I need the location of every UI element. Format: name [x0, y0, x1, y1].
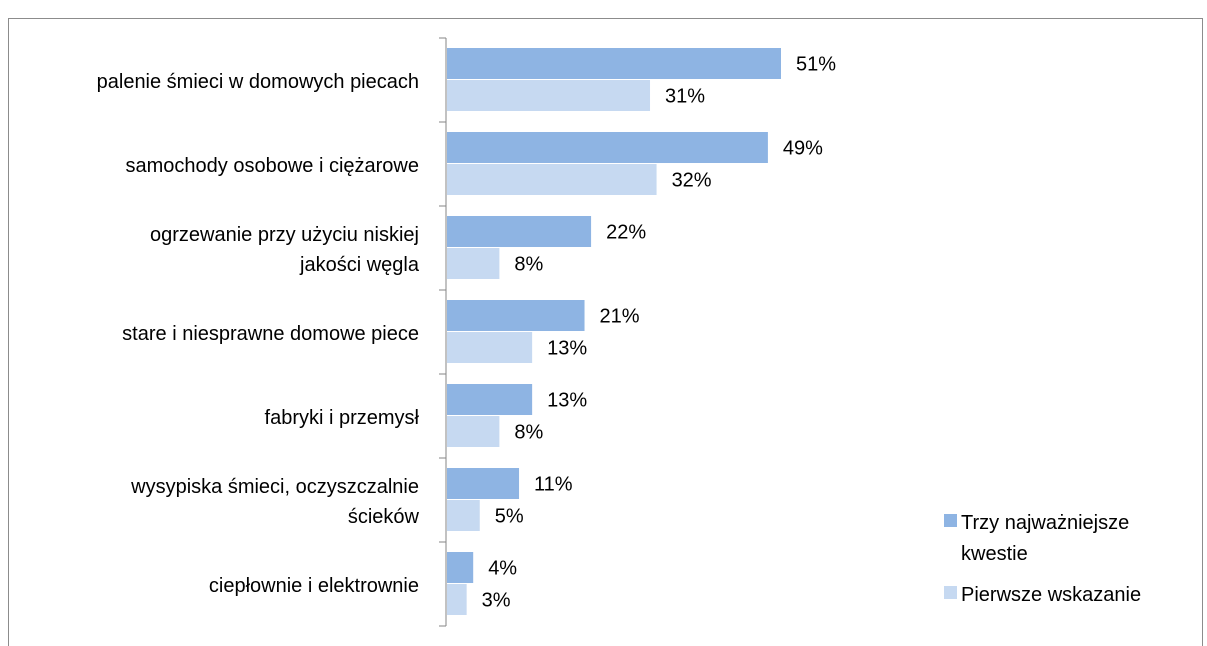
bar-top-three: [447, 384, 533, 415]
bar-top-three: [447, 48, 781, 79]
category-label: jakości węgla: [299, 254, 420, 276]
data-label: 13%: [547, 390, 587, 412]
data-label: 32%: [672, 170, 712, 192]
data-label: 21%: [600, 306, 640, 328]
data-label: 5%: [495, 506, 524, 528]
bar-first-choice: [447, 416, 500, 447]
category-label: wysypiska śmieci, oczyszczalnie: [130, 476, 419, 498]
category-label: ciepłownie i elektrownie: [209, 575, 419, 597]
data-label: 49%: [783, 138, 823, 160]
bar-first-choice: [447, 500, 480, 531]
legend-swatch-first-choice: [944, 586, 957, 599]
chart-frame: [8, 18, 1203, 646]
bar-first-choice: [447, 584, 467, 615]
bar-first-choice: [447, 248, 500, 279]
bar-top-three: [447, 552, 474, 583]
bar-top-three: [447, 300, 585, 331]
legend-swatch-top-three: [944, 514, 957, 527]
bar-first-choice: [447, 80, 651, 111]
data-label: 4%: [488, 558, 517, 580]
category-label: fabryki i przemysł: [265, 407, 420, 429]
data-label: 31%: [665, 86, 705, 108]
data-label: 8%: [514, 254, 543, 276]
bar-top-three: [447, 468, 520, 499]
legend-label: Pierwsze wskazanie: [961, 584, 1141, 606]
data-label: 11%: [534, 474, 573, 496]
category-label: stare i niesprawne domowe piece: [122, 323, 419, 345]
legend-label: Trzy najważniejsze: [961, 512, 1129, 534]
data-label: 51%: [796, 54, 836, 76]
category-label: samochody osobowe i ciężarowe: [126, 155, 420, 177]
data-label: 3%: [482, 590, 511, 612]
legend-label: kwestie: [961, 543, 1028, 565]
bar-first-choice: [447, 164, 657, 195]
category-label: ogrzewanie przy użyciu niskiej: [150, 224, 419, 246]
category-label: ścieków: [348, 506, 420, 528]
data-label: 8%: [514, 422, 543, 444]
bar-top-three: [447, 216, 592, 247]
bar-top-three: [447, 132, 768, 163]
category-label: palenie śmieci w domowych piecach: [97, 71, 419, 93]
data-label: 13%: [547, 338, 587, 360]
bar-first-choice: [447, 332, 533, 363]
data-label: 22%: [606, 222, 646, 244]
